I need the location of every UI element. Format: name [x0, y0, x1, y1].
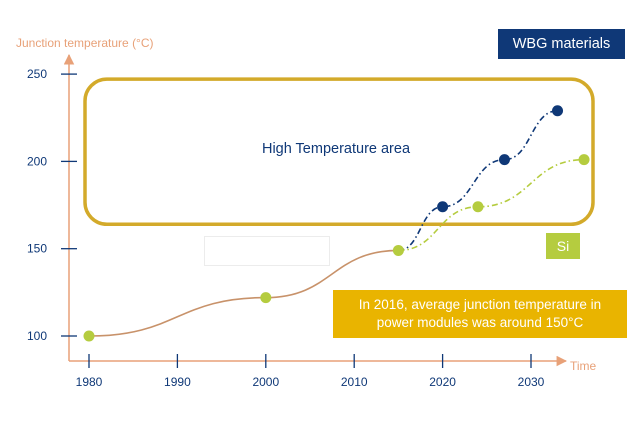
- x-tick-label: 1980: [76, 375, 103, 389]
- x-tick-label: 2010: [341, 375, 368, 389]
- y-tick-label: 200: [27, 154, 47, 168]
- data-point: [498, 154, 510, 166]
- data-point: [260, 292, 272, 304]
- empty-placeholder-box: [204, 236, 330, 266]
- annotation-line-1: In 2016, average junction temperature in: [358, 297, 602, 312]
- data-point: [392, 244, 404, 256]
- y-tick-label: 100: [27, 329, 47, 343]
- x-tick-label: 2020: [429, 375, 456, 389]
- data-point: [437, 201, 449, 213]
- data-point: [578, 154, 590, 166]
- annotation-callout: In 2016, average junction temperature in…: [333, 290, 627, 338]
- series-line-1: [398, 109, 558, 252]
- wbg-materials-label: WBG materials: [512, 36, 611, 52]
- x-tick-label: 2030: [518, 375, 545, 389]
- si-legend: Si: [546, 233, 580, 259]
- high-temperature-area-label: High Temperature area: [262, 141, 411, 157]
- data-point: [83, 330, 95, 342]
- data-point: [552, 105, 564, 117]
- annotation-line-2: power modules was around 150°C: [376, 315, 584, 330]
- x-tick-label: 2000: [252, 375, 279, 389]
- data-point: [472, 201, 484, 213]
- x-axis-label: Time: [570, 359, 597, 373]
- high-temperature-area: [83, 77, 595, 227]
- series-line-2: [398, 158, 585, 252]
- si-label: Si: [556, 238, 570, 254]
- y-tick-label: 250: [27, 67, 47, 81]
- y-axis-label: Junction temperature (°C): [16, 36, 154, 50]
- x-tick-label: 1990: [164, 375, 191, 389]
- y-tick-label: 150: [27, 242, 47, 256]
- wbg-materials-legend: WBG materials: [498, 29, 625, 59]
